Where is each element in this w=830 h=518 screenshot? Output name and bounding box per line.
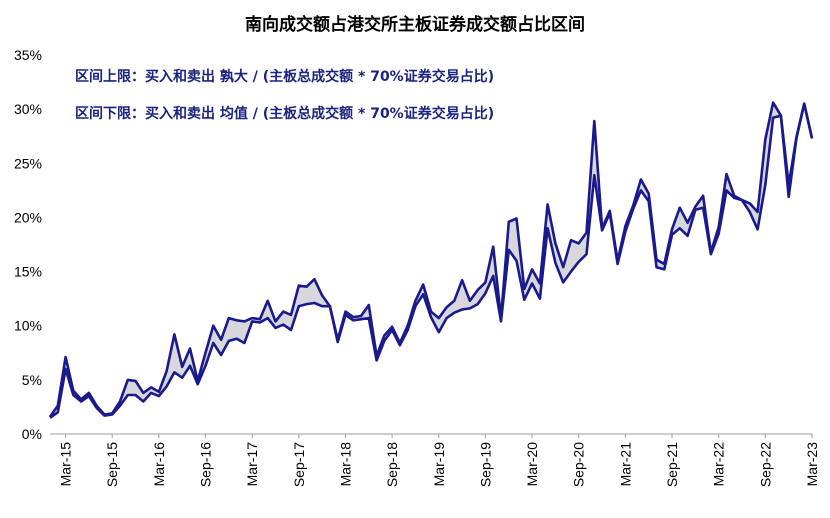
x-tick-label: Mar-21	[617, 442, 633, 487]
x-tick-label: Mar-19	[431, 442, 447, 487]
x-tick-label: Mar-22	[711, 442, 727, 487]
series-lines	[48, 101, 814, 419]
x-tick-label: Sep-18	[384, 442, 400, 487]
x-tick-labels: Mar-15 Sep-15 Mar-16 Sep-16 Mar-17 Sep-17 Mar-…	[58, 434, 820, 487]
y-tick-label: 5%	[22, 372, 42, 388]
annotation-upper: 区间上限：买入和卖出 孰大 / (主板总成交额 * 70%证券交易占比)	[75, 68, 494, 85]
x-tick-label: Mar-23	[804, 442, 820, 487]
y-tick-label: 15%	[14, 264, 42, 280]
x-tick-label: Mar-17	[244, 442, 260, 487]
x-tick-label: Sep-15	[104, 442, 120, 487]
y-tick-label: 35%	[14, 47, 42, 63]
x-tick-label: Sep-19	[477, 442, 493, 487]
chart-title: 南向成交额占港交所主板证券成交额占比区间	[245, 15, 585, 35]
band-fill	[50, 102, 812, 418]
range-band	[50, 102, 812, 418]
x-tick-label: Sep-22	[757, 442, 773, 487]
x-tick-label: Sep-20	[571, 442, 587, 487]
series-line-upper	[48, 101, 814, 418]
y-tick-label: 10%	[14, 318, 42, 334]
series-line-lower	[49, 102, 814, 419]
y-tick-label: 30%	[14, 101, 42, 117]
x-tick-label: Sep-21	[664, 442, 680, 487]
x-tick-label: Mar-20	[524, 442, 540, 487]
annotation-lower: 区间下限：买入和卖出 均值 / (主板总成交额 * 70%证券交易占比)	[75, 105, 494, 122]
x-tick-label: Sep-16	[198, 442, 214, 487]
x-tick-label: Mar-15	[58, 442, 74, 487]
y-tick-label: 20%	[14, 209, 42, 225]
y-tick-label: 25%	[14, 155, 42, 171]
x-tick-label: Mar-18	[338, 442, 354, 487]
x-tick-label: Mar-16	[151, 442, 167, 487]
y-tick-label: 0%	[22, 426, 42, 442]
x-tick-label: Sep-17	[291, 442, 307, 487]
y-tick-labels: 0% 5% 10% 15% 20% 25% 30% 35%	[14, 47, 42, 442]
